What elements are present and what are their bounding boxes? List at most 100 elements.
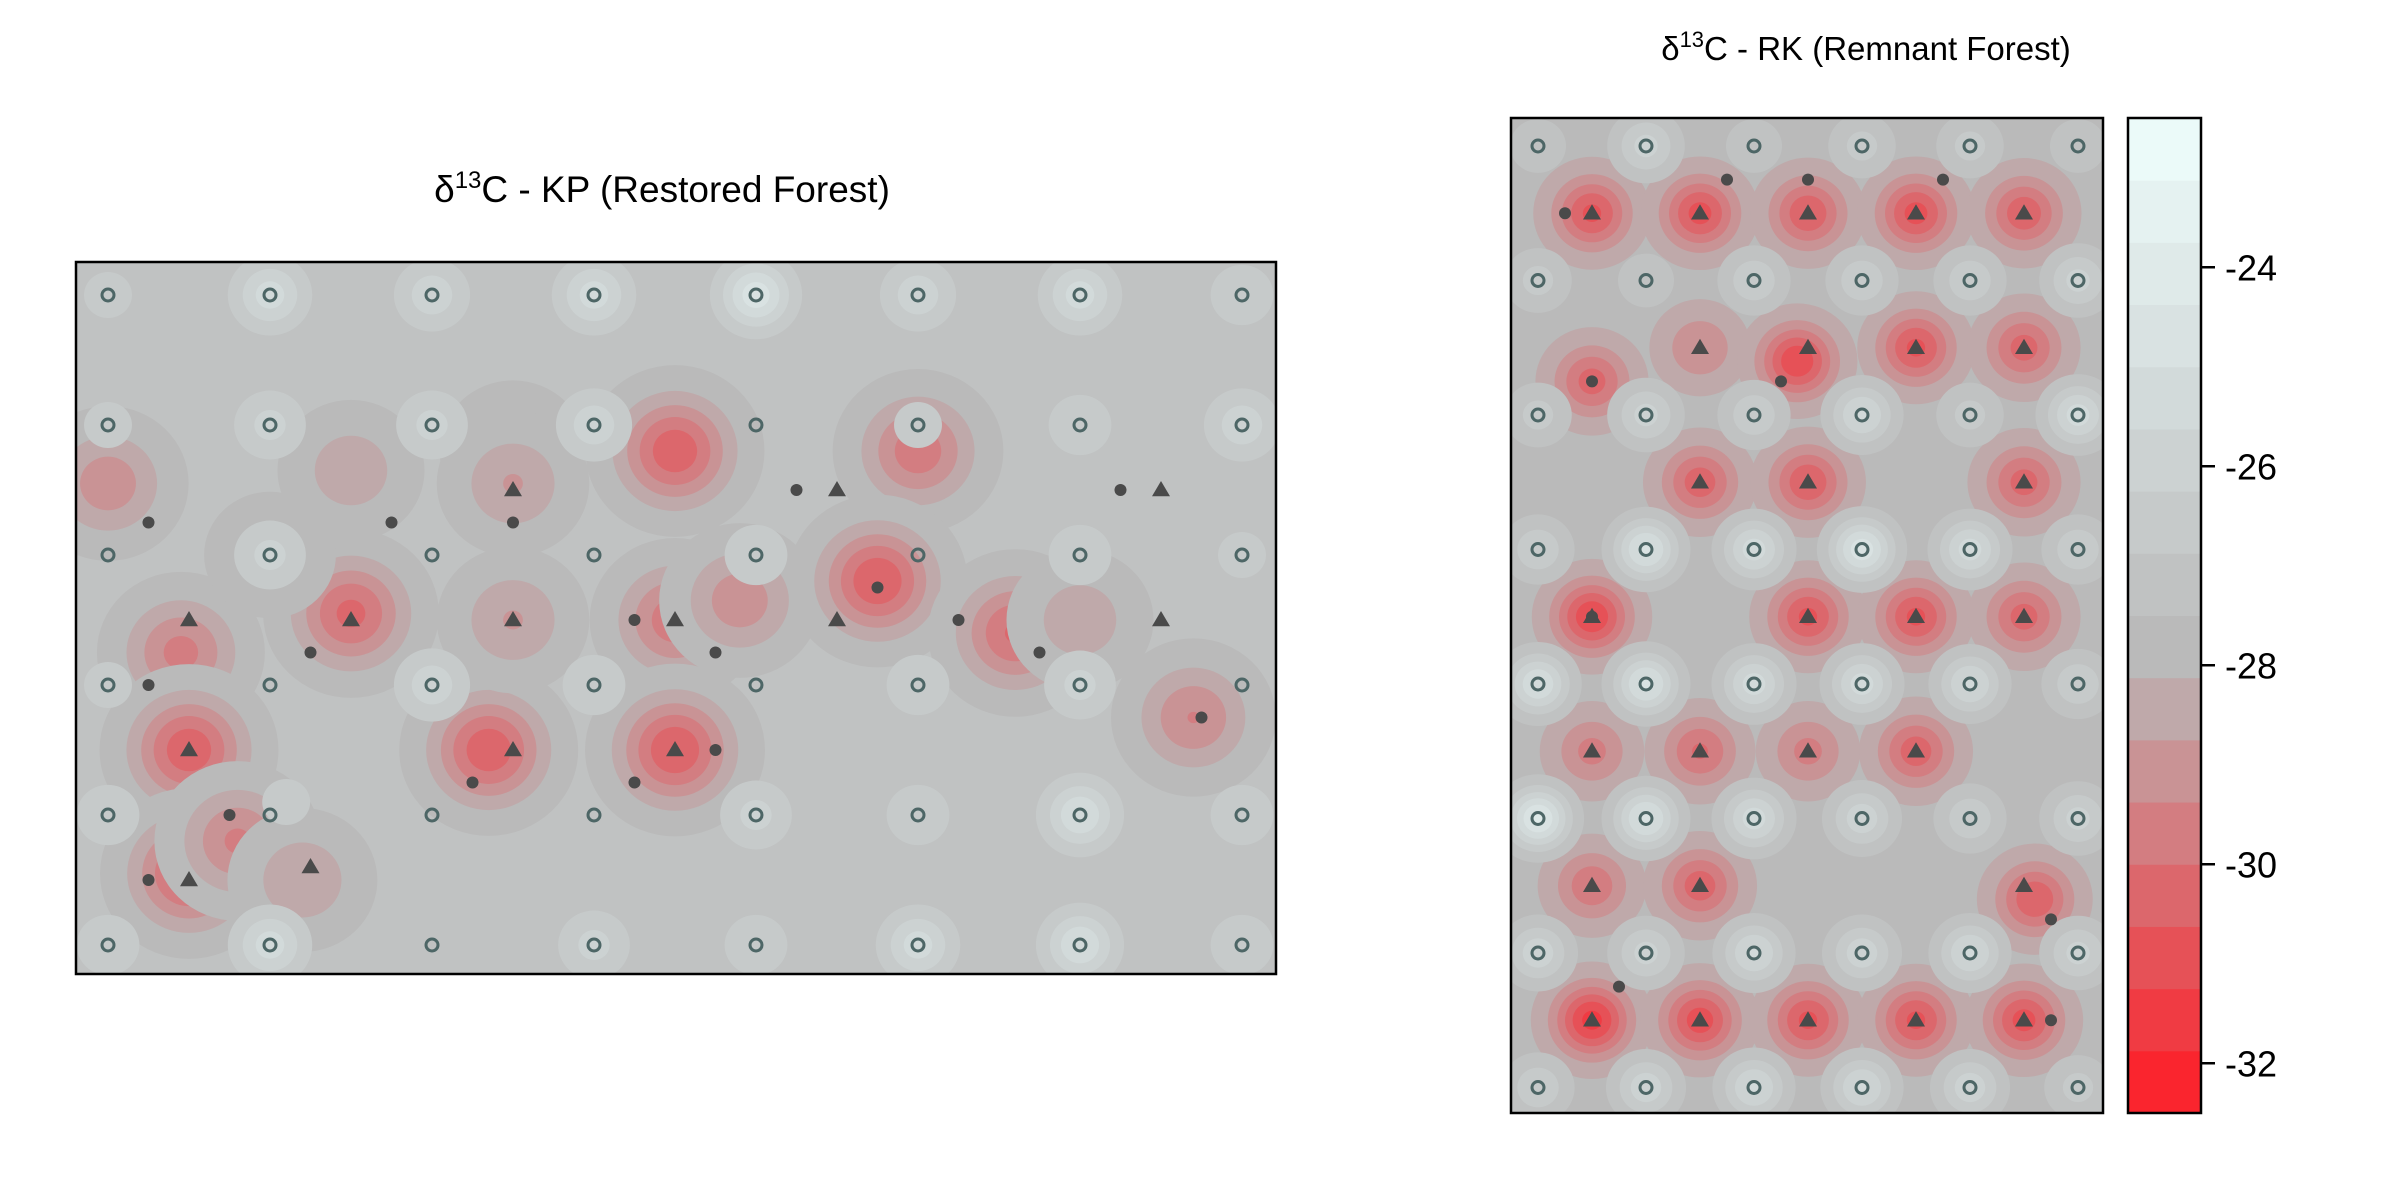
- kp-high-level: [740, 799, 772, 831]
- rk-high-contour-9: [1825, 245, 1899, 316]
- kp-high-contour-28: [886, 784, 950, 846]
- colorbar-ticks: -32 -30 -28 -26 -24: [2201, 247, 2277, 1084]
- rk-open-circle-marker-47: [2070, 1080, 2086, 1095]
- rk-high-level: [1846, 938, 1878, 968]
- kp-low-level: [163, 635, 199, 670]
- kp-high-level: [411, 275, 453, 315]
- rk-high-contour-39: [1821, 914, 1903, 992]
- rk-triangle-marker-69: [2015, 473, 2033, 489]
- rk-high-contour-35: [2039, 781, 2103, 856]
- kp-high-level: [254, 409, 286, 441]
- panel-rk-title-text: C - RK (Remnant Forest): [1704, 30, 2071, 67]
- rk-open-circle-marker-18: [1530, 542, 1546, 557]
- kp-triangle-marker-66: [504, 481, 522, 497]
- rk-high-contour-47: [2044, 1055, 2103, 1113]
- rk-open-circle-marker-42: [1530, 1080, 1546, 1095]
- rk-triangle-marker-70: [1583, 607, 1601, 624]
- rk-high-level: [1725, 119, 1783, 173]
- kp-open-circle-marker-2: [424, 287, 440, 303]
- rk-high-contour-37: [1607, 915, 1685, 991]
- kp-high-level: [894, 401, 942, 449]
- rk-open-circle-marker-28: [1962, 676, 1978, 692]
- rk-open-circle-marker-0: [1530, 138, 1546, 154]
- kp-open-circle-marker-46: [1072, 937, 1088, 953]
- panel-kp-markers: [100, 287, 1250, 953]
- kp-filled-circle-marker-64: [223, 809, 236, 821]
- kp-open-circle-marker-34: [424, 807, 440, 823]
- rk-open-circle-marker-2: [1746, 138, 1762, 154]
- rk-filled-circle-marker-50: [1802, 173, 1814, 186]
- colorbar-frame: [2126, 116, 2203, 1115]
- kp-high-level: [578, 929, 610, 961]
- rk-high-contour-6: [1511, 248, 1572, 313]
- kp-high-level: [255, 281, 285, 309]
- rk-high-level: [1954, 131, 1986, 161]
- kp-high-level: [579, 281, 609, 309]
- kp-open-circle-marker-8: [100, 417, 116, 433]
- kp-open-circle-marker-9: [262, 417, 278, 433]
- kp-triangle-marker-72: [666, 611, 684, 627]
- rk-high-level: [2066, 807, 2090, 830]
- kp-high-level: [255, 931, 285, 959]
- rk-high-contour-34: [1933, 783, 2007, 854]
- colorbar-level-9: [2128, 491, 2201, 554]
- kp-open-circle-marker-37: [910, 807, 926, 823]
- rk-open-circle-marker-17: [2070, 407, 2086, 423]
- rk-high-level: [1617, 253, 1675, 308]
- rk-high-level: [1742, 538, 1766, 561]
- colorbar-level-7: [2128, 615, 2201, 679]
- kp-open-circle-marker-17: [262, 547, 278, 563]
- kp-high-contour-9: [234, 390, 306, 460]
- rk-open-circle-marker-27: [1854, 676, 1870, 692]
- rk-high-contour-31: [1601, 775, 1691, 862]
- rk-high-contour-21: [1816, 506, 1908, 593]
- kp-filled-circle-marker-56: [709, 646, 722, 659]
- rk-high-contour-40: [1928, 913, 2012, 993]
- rk-high-contour-14: [1717, 379, 1791, 451]
- rk-triangle-marker-67: [1691, 473, 1709, 489]
- rk-high-level: [1954, 400, 1986, 430]
- rk-triangle-marker-62: [2015, 204, 2033, 220]
- kp-filled-circle-marker-62: [628, 776, 641, 789]
- kp-triangle-marker-69: [180, 611, 198, 627]
- kp-high-level: [1065, 281, 1095, 309]
- kp-open-circle-marker-44: [748, 937, 764, 953]
- rk-high-level: [2049, 119, 2103, 173]
- kp-high-level: [76, 784, 140, 846]
- colorbar-tick-label-3: -26: [2225, 446, 2277, 487]
- kp-high-level: [254, 539, 286, 571]
- kp-open-circle-marker-38: [1072, 807, 1088, 823]
- rk-high-level: [1634, 403, 1658, 427]
- kp-high-level: [886, 654, 950, 716]
- kp-open-circle-marker-22: [1072, 547, 1088, 563]
- rk-high-contour-38: [1712, 913, 1796, 993]
- rk-open-circle-marker-34: [1962, 811, 1978, 826]
- kp-high-level: [1048, 394, 1112, 456]
- rk-open-circle-marker-36: [1530, 945, 1546, 961]
- kp-triangle-marker-79: [180, 871, 198, 887]
- panel-rk-frame: [1509, 116, 2105, 1115]
- colorbar-level-13: [2128, 242, 2201, 306]
- kp-high-contour-14: [1203, 388, 1276, 462]
- kp-high-level: [903, 931, 933, 959]
- rk-high-contour-2: [1725, 119, 1783, 173]
- kp-high-level: [1064, 669, 1096, 701]
- kp-low-level: [1043, 585, 1117, 655]
- kp-open-circle-marker-1: [262, 287, 278, 303]
- kp-low-level: [263, 842, 342, 918]
- rk-open-circle-marker-44: [1746, 1080, 1762, 1095]
- rk-triangle-marker-64: [1799, 338, 1817, 355]
- rk-high-contour-20: [1711, 508, 1797, 591]
- rk-high-level: [1742, 673, 1766, 695]
- kp-open-circle-marker-5: [910, 287, 926, 303]
- panel-rk-title: δ13C - RK (Remnant Forest): [1661, 27, 2071, 67]
- rk-open-circle-marker-29: [2070, 676, 2086, 692]
- kp-high-contour-23: [1044, 650, 1116, 720]
- rk-triangle-marker-77: [1907, 742, 1925, 758]
- rk-high-contour-25: [1601, 641, 1691, 727]
- rk-open-circle-marker-40: [1962, 945, 1978, 961]
- colorbar-level-8: [2128, 553, 2201, 616]
- rk-triangle-marker-83: [1799, 1011, 1817, 1027]
- kp-high-contour-18: [1218, 531, 1266, 579]
